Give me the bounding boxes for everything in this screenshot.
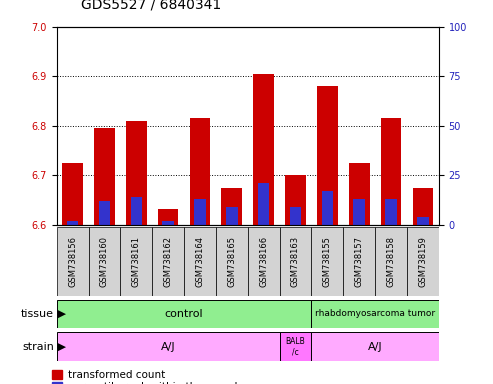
Bar [312,332,439,361]
Text: BALB
/c: BALB /c [285,337,305,356]
Bar [280,227,312,296]
Text: GSM738163: GSM738163 [291,235,300,287]
Bar [221,187,242,225]
Bar [126,121,146,225]
Bar [343,227,375,296]
Text: GSM738165: GSM738165 [227,236,236,286]
Bar [375,227,407,296]
Bar [407,227,439,296]
Bar [57,227,89,296]
Bar [184,227,216,296]
Bar [62,163,83,225]
Text: A/J: A/J [368,341,383,352]
Text: strain: strain [22,341,54,352]
Bar [386,199,397,225]
Bar [349,163,370,225]
Bar [312,300,439,328]
Bar [280,332,312,361]
Text: GSM738161: GSM738161 [132,236,141,286]
Bar [158,209,178,225]
Text: control: control [165,309,204,319]
Bar [216,227,247,296]
Text: GSM738164: GSM738164 [195,236,205,286]
Text: GSM738158: GSM738158 [387,236,395,286]
Bar [57,332,280,361]
Text: GSM738166: GSM738166 [259,235,268,287]
Text: tissue: tissue [21,309,54,319]
Bar [353,199,365,225]
Text: ▶: ▶ [54,341,66,352]
Bar [99,201,110,225]
Bar [413,187,433,225]
Bar [194,199,206,225]
Text: rhabdomyosarcoma tumor: rhabdomyosarcoma tumor [315,310,435,318]
Text: GSM738159: GSM738159 [419,236,427,286]
Bar [67,221,78,225]
Bar [317,86,338,225]
Bar [152,227,184,296]
Bar [247,227,280,296]
Bar [312,227,343,296]
Text: A/J: A/J [161,341,176,352]
Bar [321,191,333,225]
Text: GSM738157: GSM738157 [354,236,364,286]
Text: GSM738155: GSM738155 [323,236,332,286]
Bar [131,197,142,225]
Bar [120,227,152,296]
Text: GSM738160: GSM738160 [100,236,109,286]
Text: ▶: ▶ [54,309,66,319]
Bar [162,221,174,225]
Bar [253,74,274,225]
Bar [226,207,238,225]
Bar [381,118,401,225]
Bar [258,183,269,225]
Legend: transformed count, percentile rank within the sample: transformed count, percentile rank withi… [52,370,244,384]
Bar [190,118,211,225]
Bar [285,175,306,225]
Text: GSM738162: GSM738162 [164,236,173,286]
Text: GDS5527 / 6840341: GDS5527 / 6840341 [81,0,221,12]
Bar [89,227,120,296]
Text: GSM738156: GSM738156 [68,236,77,286]
Bar [417,217,428,225]
Bar [94,128,115,225]
Bar [57,300,312,328]
Bar [290,207,301,225]
